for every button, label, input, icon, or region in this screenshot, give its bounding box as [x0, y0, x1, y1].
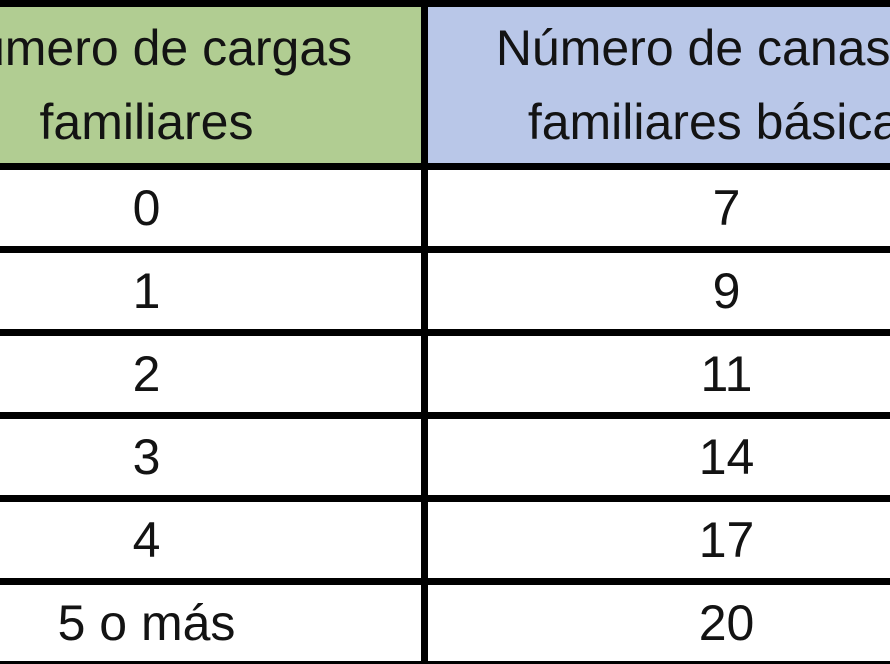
table-row: 2 11: [0, 329, 890, 419]
cargas-cell: 3: [0, 412, 428, 502]
canastas-cell: 9: [421, 246, 890, 336]
cargas-cell: 1: [0, 246, 428, 336]
table-row: 0 7: [0, 163, 890, 253]
header-canastas-line1: Número de canastas: [495, 20, 890, 76]
canastas-cell: 17: [421, 495, 890, 585]
header-cargas-line1: Número de cargas: [0, 20, 353, 76]
canastas-cell: 11: [421, 329, 890, 419]
cargas-cell: 0: [0, 163, 428, 253]
header-cell-canastas-basicas: Número de canastas familiares básicas: [421, 0, 890, 170]
header-canastas-line2: familiares básicas: [527, 94, 890, 150]
cargas-cell: 5 o más: [0, 578, 428, 664]
table-row: 3 14: [0, 412, 890, 502]
cargas-cell: 4: [0, 495, 428, 585]
header-row: Número de cargas familiares Número de ca…: [0, 0, 890, 170]
table-row: 1 9: [0, 246, 890, 336]
canastas-cell: 7: [421, 163, 890, 253]
table-row: 5 o más 20: [0, 578, 890, 664]
canastas-cell: 14: [421, 412, 890, 502]
cargas-cell: 2: [0, 329, 428, 419]
canastas-cell: 20: [421, 578, 890, 664]
header-cargas-line2: familiares: [39, 94, 254, 150]
header-cell-cargas-familiares: Número de cargas familiares: [0, 0, 428, 170]
table-row: 4 17: [0, 495, 890, 585]
